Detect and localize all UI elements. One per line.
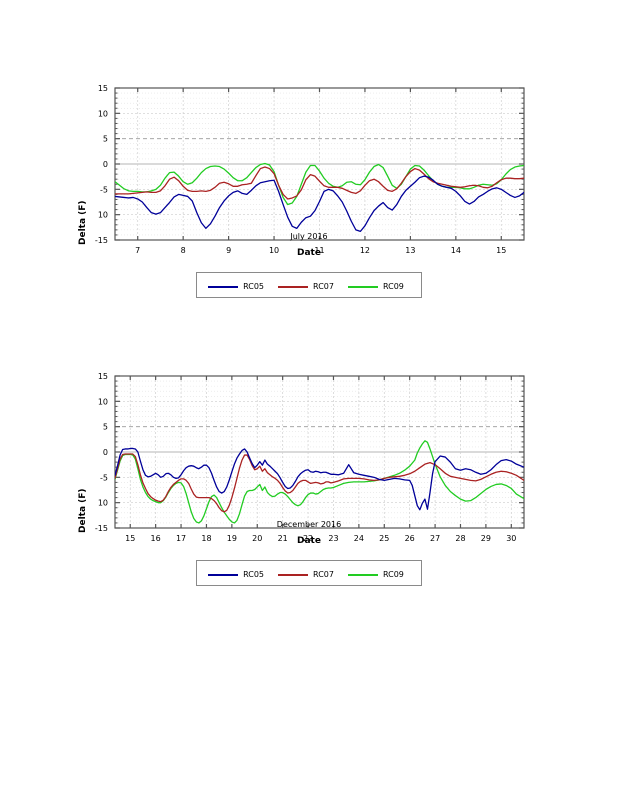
svg-text:5: 5 <box>103 135 108 144</box>
figure-july: -15 10 -5 0 5 10 15 7 8 9 10 11 12 13 14 15 Delta (F) J… <box>0 60 618 320</box>
svg-text:5: 5 <box>103 423 108 432</box>
legend-box: RC05 RC07 RC09 <box>196 560 422 586</box>
svg-text:10: 10 <box>98 499 108 508</box>
svg-text:-15: -15 <box>95 524 108 533</box>
svg-text:18: 18 <box>201 534 211 543</box>
svg-text:21: 21 <box>278 534 288 543</box>
legend-item-rc07[interactable]: RC07 <box>278 564 340 583</box>
x-axis-subtitle-july: July 2016 <box>290 232 328 241</box>
svg-text:28: 28 <box>455 534 465 543</box>
legend-label-rc07: RC07 <box>313 282 334 291</box>
svg-text:15: 15 <box>125 534 135 543</box>
legend-label-rc09: RC09 <box>382 282 404 291</box>
svg-text:26: 26 <box>405 534 415 543</box>
legend-item-rc07[interactable]: RC07 <box>278 276 340 295</box>
svg-text:12: 12 <box>360 246 370 255</box>
x-axis-title-july: Date <box>297 248 321 258</box>
svg-text:-5: -5 <box>100 473 108 482</box>
svg-text:15: 15 <box>98 372 108 381</box>
svg-text:17: 17 <box>176 534 186 543</box>
svg-text:0: 0 <box>103 160 108 169</box>
svg-text:23: 23 <box>328 534 338 543</box>
figure-december: -15 10 -5 0 5 10 15 15 16 17 18 19 20 21 22 23 24 25 26 27 2… <box>0 348 618 608</box>
legend-swatch-rc07 <box>278 285 309 288</box>
svg-text:16: 16 <box>151 534 161 543</box>
svg-text:13: 13 <box>405 246 415 255</box>
x-axis-title-december: Date <box>297 536 321 546</box>
legend-december: RC05 RC07 RC09 <box>0 560 618 586</box>
legend-label-rc09: RC09 <box>382 570 404 579</box>
svg-text:27: 27 <box>430 534 440 543</box>
svg-text:29: 29 <box>481 534 491 543</box>
svg-text:-15: -15 <box>95 236 108 245</box>
legend-swatch-rc05 <box>208 573 239 576</box>
legend-swatch-rc09 <box>347 573 378 576</box>
svg-text:-5: -5 <box>100 185 108 194</box>
line-chart-july: -15 10 -5 0 5 10 15 7 8 9 10 11 12 13 14 15 <box>95 84 525 255</box>
legend-label-rc05: RC05 <box>243 282 265 291</box>
svg-text:22: 22 <box>303 534 313 543</box>
svg-text:15: 15 <box>98 84 108 93</box>
legend-item-rc09[interactable]: RC09 <box>347 564 410 583</box>
legend-box: RC05 RC07 RC09 <box>196 272 422 298</box>
svg-text:11: 11 <box>314 246 324 255</box>
legend-item-rc09[interactable]: RC09 <box>347 276 410 295</box>
legend-label-rc07: RC07 <box>313 570 334 579</box>
legend-swatch-rc07 <box>278 573 309 576</box>
plot-area-december: -15 10 -5 0 5 10 15 15 16 17 18 19 20 21 22 23 24 25 26 27 2… <box>0 348 618 553</box>
legend-swatch-rc09 <box>347 285 378 288</box>
svg-text:9: 9 <box>226 246 231 255</box>
svg-text:10: 10 <box>98 397 108 406</box>
legend-label-rc05: RC05 <box>243 570 265 579</box>
svg-text:0: 0 <box>103 448 108 457</box>
svg-text:7: 7 <box>135 246 140 255</box>
svg-text:30: 30 <box>506 534 516 543</box>
svg-text:24: 24 <box>354 534 364 543</box>
svg-text:25: 25 <box>379 534 389 543</box>
svg-text:15: 15 <box>496 246 506 255</box>
svg-text:20: 20 <box>252 534 262 543</box>
line-chart-december: -15 10 -5 0 5 10 15 15 16 17 18 19 20 21 22 23 24 25 26 27 2… <box>95 372 525 543</box>
svg-text:19: 19 <box>227 534 237 543</box>
x-axis-subtitle-december: December 2016 <box>276 520 342 529</box>
legend-item-rc05[interactable]: RC05 <box>208 564 270 583</box>
svg-text:8: 8 <box>181 246 186 255</box>
svg-text:14: 14 <box>451 246 461 255</box>
svg-text:10: 10 <box>98 211 108 220</box>
legend-item-rc05[interactable]: RC05 <box>208 276 270 295</box>
legend-july: RC05 RC07 RC09 <box>0 272 618 298</box>
plot-area-july: -15 10 -5 0 5 10 15 7 8 9 10 11 12 13 14 15 Delta (F) <box>0 60 618 265</box>
svg-text:10: 10 <box>98 109 108 118</box>
svg-text:10: 10 <box>269 246 279 255</box>
legend-swatch-rc05 <box>208 285 239 288</box>
